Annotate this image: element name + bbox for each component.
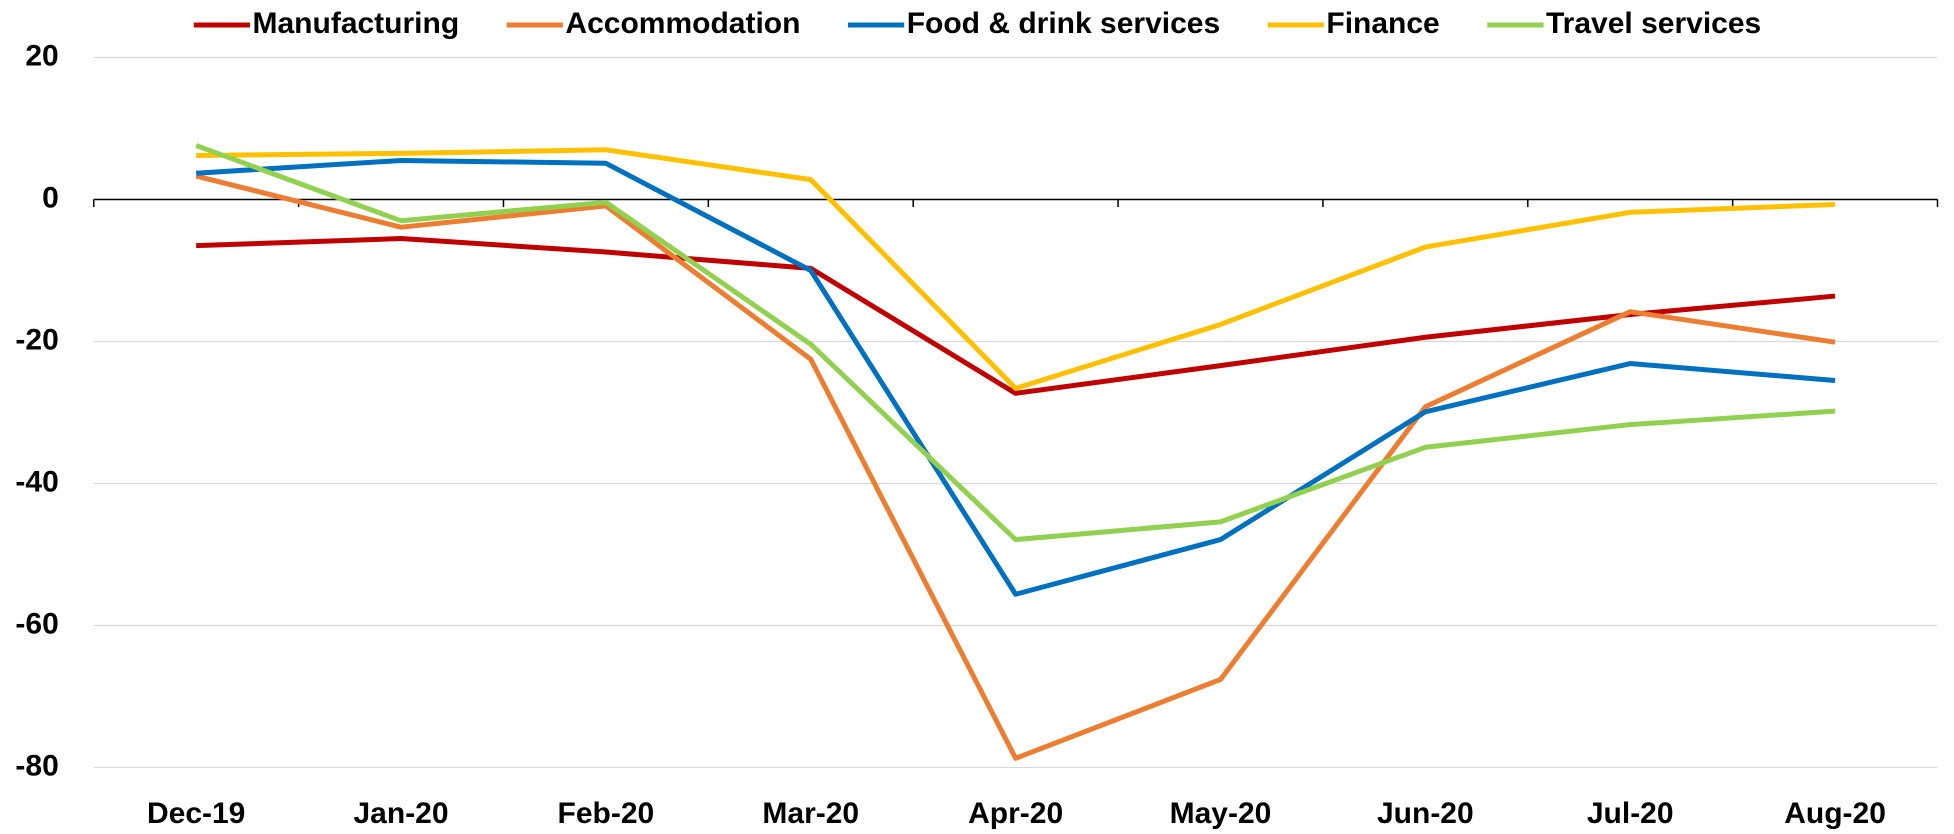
legend-label: Finance <box>1326 7 1439 40</box>
y-tick-label: -60 <box>15 607 58 640</box>
legend-label: Accommodation <box>565 7 800 40</box>
series-line <box>195 143 1836 543</box>
y-tick-label: -40 <box>15 465 58 498</box>
y-tick-label: -20 <box>15 323 58 356</box>
series-line <box>196 236 1836 396</box>
y-tick-label: 0 <box>42 181 59 214</box>
x-tick-label: Jan-20 <box>354 797 449 830</box>
legend-label: Travel services <box>1546 7 1761 40</box>
x-tick-label: Feb-20 <box>558 797 655 830</box>
series-line <box>196 147 1836 391</box>
legend-label: Food & drink services <box>907 7 1220 40</box>
series-line <box>195 173 1836 761</box>
x-tick-label: Jul-20 <box>1587 797 1674 830</box>
x-tick-label: Dec-19 <box>147 797 245 830</box>
series-line <box>196 157 1836 597</box>
x-tick-label: Apr-20 <box>968 797 1063 830</box>
x-tick-label: Aug-20 <box>1784 797 1886 830</box>
legend-label: Manufacturing <box>253 7 460 40</box>
y-tick-label: -80 <box>15 749 58 782</box>
y-tick-label: 20 <box>25 39 58 72</box>
x-tick-label: Jun-20 <box>1377 797 1474 830</box>
x-tick-label: May-20 <box>1170 797 1272 830</box>
x-tick-label: Mar-20 <box>762 797 859 830</box>
